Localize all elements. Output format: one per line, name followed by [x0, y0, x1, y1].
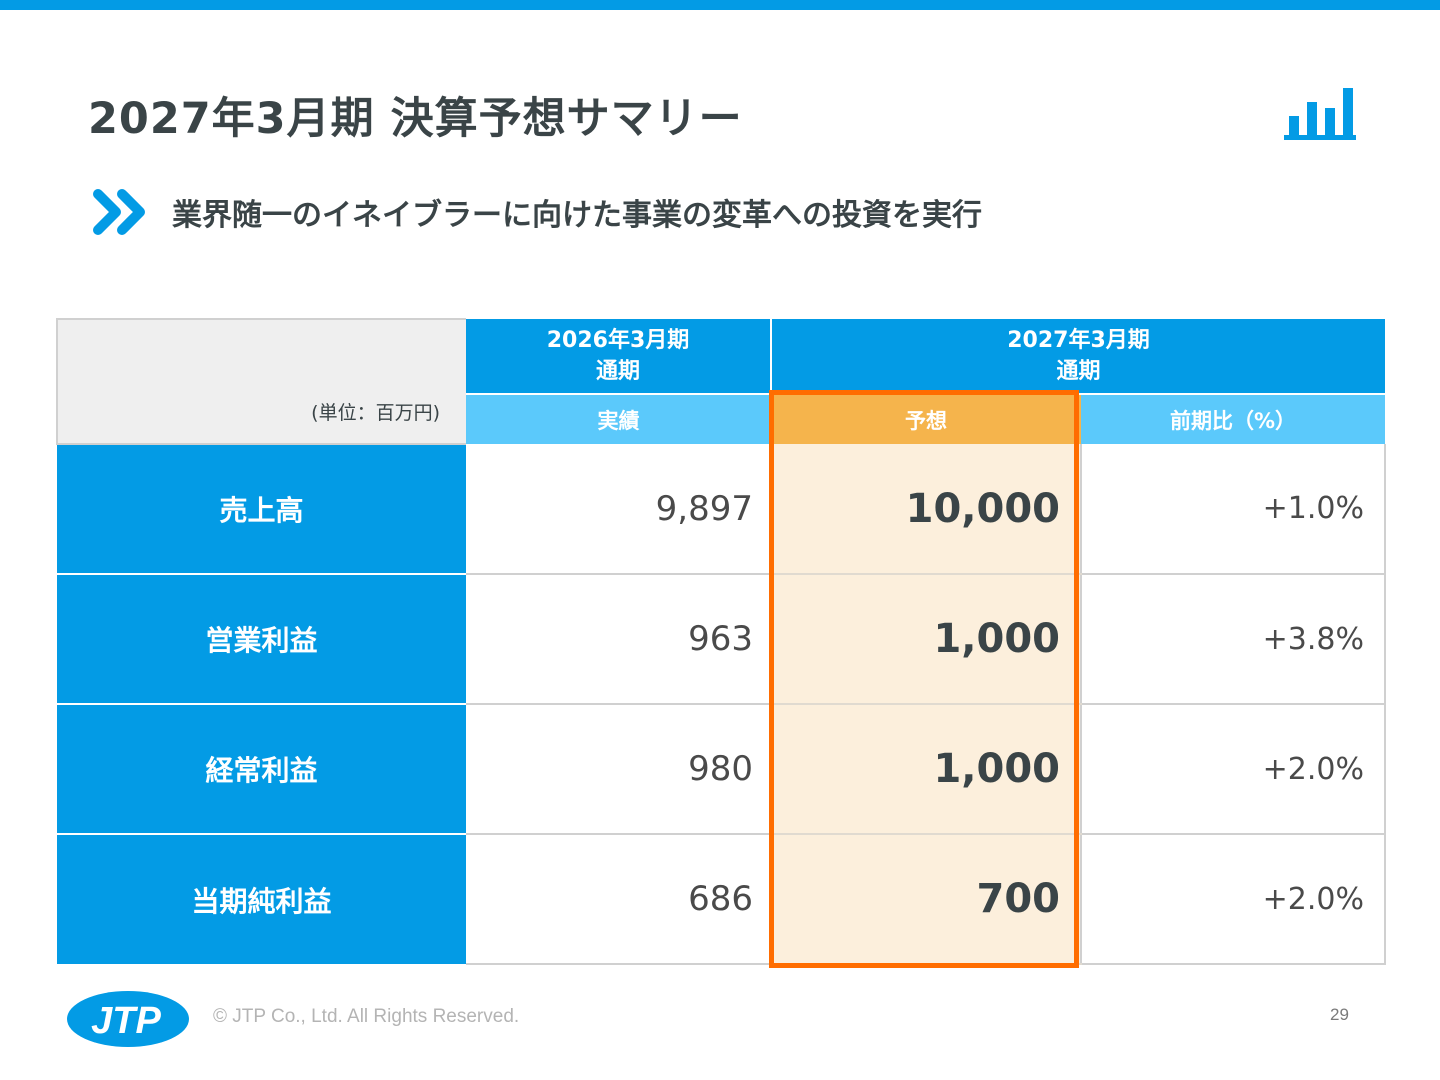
logo-text: JTP [91, 1000, 161, 1042]
unit-label: (単位：百万円) [56, 318, 466, 445]
forecast-summary-table: (単位：百万円) 2026年3月期 通期 2027年3月期 通期 実績 予想 前… [56, 318, 1387, 965]
cell-actual: 686 [466, 834, 771, 965]
column-yoy: 前期比（%） [1081, 393, 1386, 444]
header-period-2026: 2026年3月期 通期 [466, 319, 771, 394]
double-chevron-icon [93, 189, 145, 235]
table-row: 売上高 9,897 10,000 +1.0% [57, 443, 1387, 575]
cell-actual: 963 [466, 574, 771, 705]
bar-chart-icon [1284, 88, 1356, 140]
cell-yoy: +1.0% [1079, 444, 1387, 575]
table-row: 経常利益 980 1,000 +2.0% [57, 703, 1387, 835]
row-label-ordinary-profit: 経常利益 [57, 703, 466, 834]
row-label-net-income: 当期純利益 [57, 833, 466, 964]
page-title: 2027年3月期 決算予想サマリー [88, 94, 743, 144]
header-2027-period: 通期 [1056, 359, 1101, 384]
column-actual: 実績 [466, 393, 771, 444]
cell-actual: 980 [466, 704, 771, 835]
column-forecast: 予想 [771, 393, 1081, 444]
cell-yoy: +3.8% [1079, 574, 1387, 705]
cell-forecast: 1,000 [771, 574, 1081, 705]
row-label-operating-profit: 営業利益 [57, 573, 466, 704]
table-row: 当期純利益 686 700 +2.0% [57, 833, 1387, 965]
header-2026-year: 2026年3月期 [546, 328, 690, 353]
page-number: 29 [1330, 1005, 1349, 1024]
row-label-revenue: 売上高 [57, 443, 466, 574]
header-period-2027: 2027年3月期 通期 [769, 319, 1386, 394]
cell-forecast: 10,000 [771, 444, 1081, 575]
top-accent-bar [0, 0, 1440, 10]
subtitle-row: 業界随一のイネイブラーに向けた事業の変革への投資を実行 [90, 186, 982, 238]
copyright-text: © JTP Co., Ltd. All Rights Reserved. [213, 1006, 520, 1027]
cell-forecast: 1,000 [771, 704, 1081, 835]
cell-yoy: +2.0% [1079, 834, 1387, 965]
jtp-logo: JTP [67, 991, 189, 1047]
header-2027-year: 2027年3月期 [1007, 328, 1150, 353]
table-row: 営業利益 963 1,000 +3.8% [57, 573, 1387, 705]
subtitle-text: 業界随一のイネイブラーに向けた事業の変革への投資を実行 [172, 198, 982, 233]
cell-forecast: 700 [771, 834, 1081, 965]
cell-actual: 9,897 [466, 444, 771, 575]
cell-yoy: +2.0% [1079, 704, 1387, 835]
header-2026-period: 通期 [595, 359, 640, 384]
